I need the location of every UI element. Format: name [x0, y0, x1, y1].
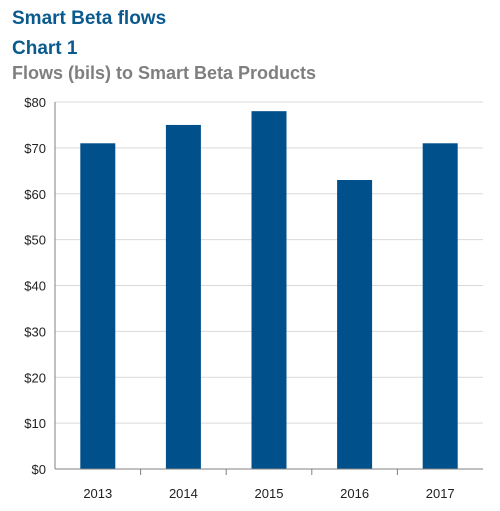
y-tick-label: $80	[24, 95, 46, 110]
bar-2016	[337, 179, 373, 470]
y-tick-label: $70	[24, 141, 46, 156]
y-tick-label: $40	[24, 279, 46, 294]
bar-2017	[422, 143, 458, 469]
x-tick-label: 2014	[169, 486, 198, 501]
bar-2015	[251, 111, 287, 470]
y-tick-label: $50	[24, 233, 46, 248]
y-tick-label: $60	[24, 187, 46, 202]
y-tick-label: $10	[24, 416, 46, 431]
bar-2013	[80, 143, 116, 469]
axes	[54, 102, 483, 475]
x-tick-label: 2016	[340, 486, 369, 501]
x-tick-label: 2017	[426, 486, 455, 501]
x-tick-label: 2015	[255, 486, 284, 501]
bars	[80, 111, 458, 470]
bar-2014	[165, 124, 201, 469]
y-tick-label: $30	[24, 324, 46, 339]
chart-title: Flows (bils) to Smart Beta Products	[12, 63, 317, 83]
section-title: Smart Beta flows	[12, 8, 167, 29]
x-tick-label: 2013	[83, 486, 112, 501]
x-tick-labels: 2013 2014 2015 2016 2017	[83, 486, 454, 501]
y-tick-label: $20	[24, 370, 46, 385]
y-tick-label: $0	[32, 462, 46, 477]
chart-number: Chart 1	[12, 38, 78, 59]
y-tick-labels: $0 $10 $20 $30 $40 $50 $60 $70 $80	[24, 95, 46, 477]
